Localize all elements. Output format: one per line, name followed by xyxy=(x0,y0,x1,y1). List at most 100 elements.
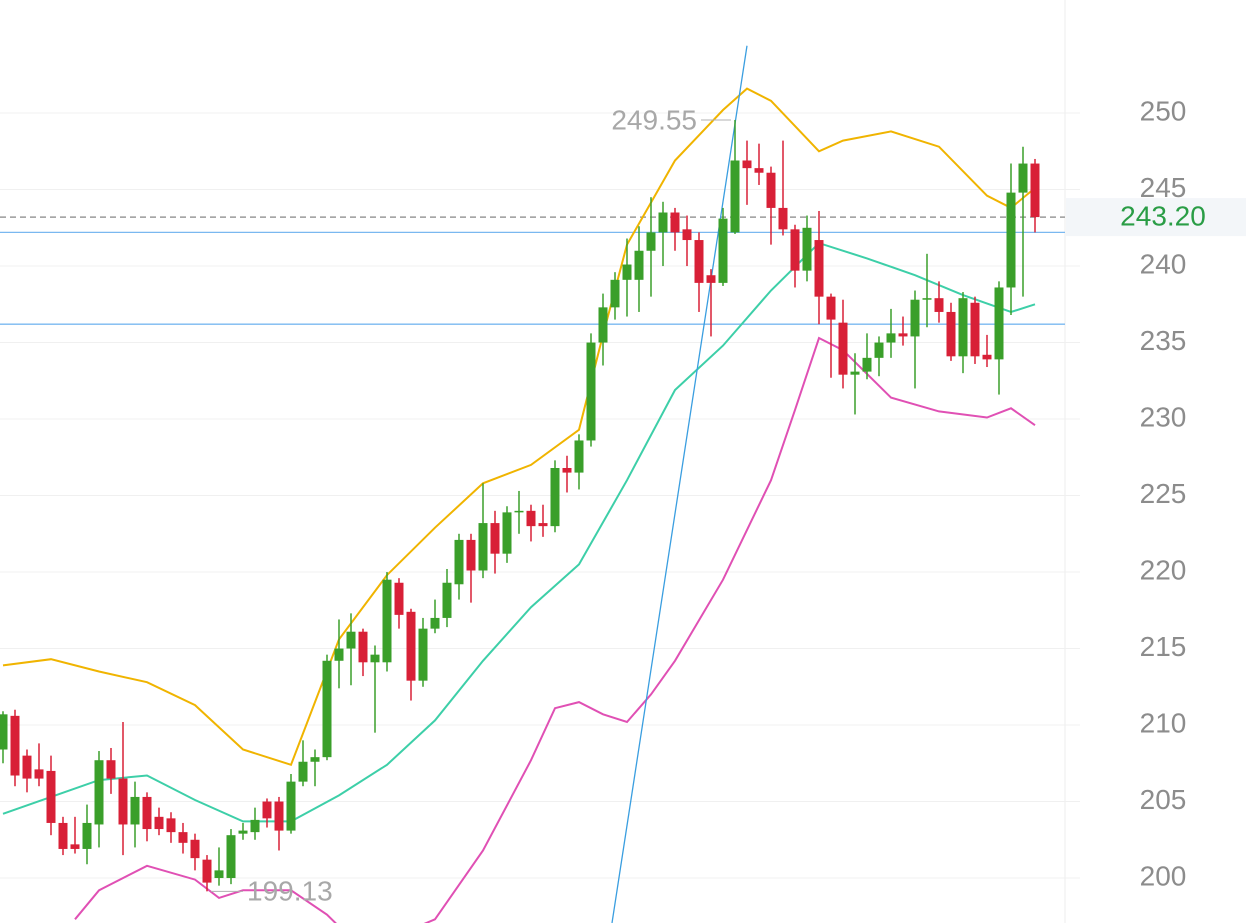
trend-line xyxy=(611,45,748,923)
candle-body xyxy=(1030,163,1040,218)
candle-body xyxy=(202,859,212,883)
candle-body xyxy=(574,440,584,473)
y-tick-label: 250 xyxy=(1140,95,1187,126)
candle-body xyxy=(166,818,176,833)
candle-body xyxy=(694,240,704,283)
candle-body xyxy=(514,510,524,513)
y-tick-label: 220 xyxy=(1140,554,1187,585)
candle-body xyxy=(394,582,404,615)
candle-body xyxy=(382,579,392,663)
candle-body xyxy=(334,648,344,661)
candle-body xyxy=(766,172,776,208)
candle-body xyxy=(0,714,8,750)
candle-body xyxy=(994,287,1004,360)
candle-body xyxy=(286,781,296,831)
candle-body xyxy=(58,822,68,849)
candle-body xyxy=(658,212,668,233)
candle-body xyxy=(238,830,248,834)
candle-body xyxy=(838,322,848,375)
candle-body xyxy=(922,298,932,300)
candle-body xyxy=(814,240,824,297)
candle-body xyxy=(1018,163,1028,193)
candle-body xyxy=(130,796,140,825)
candle-body xyxy=(874,342,884,358)
y-tick-label: 215 xyxy=(1140,631,1187,662)
max-label: 249.55 xyxy=(611,104,697,135)
candle-body xyxy=(478,523,488,571)
bands xyxy=(2,45,1036,923)
candle-body xyxy=(910,299,920,337)
candle-body xyxy=(886,333,896,343)
y-tick-label: 205 xyxy=(1140,784,1187,815)
candle-body xyxy=(34,769,44,779)
last-price-box xyxy=(1066,198,1246,237)
candle-body xyxy=(982,354,992,360)
candle-body xyxy=(718,218,728,283)
candle-body xyxy=(1006,192,1016,288)
candle-body xyxy=(850,371,860,375)
candle-body xyxy=(682,229,692,241)
band-line xyxy=(2,241,1036,823)
band-line xyxy=(74,336,1036,923)
candle-body xyxy=(730,160,740,233)
candle-body xyxy=(778,207,788,230)
y-tick-label: 245 xyxy=(1140,172,1187,203)
candle-body xyxy=(610,279,620,308)
candle-body xyxy=(526,510,536,527)
candle-body xyxy=(358,631,368,663)
candle-body xyxy=(466,539,476,571)
candle-body xyxy=(310,757,320,762)
candle-body xyxy=(454,539,464,585)
candle-body xyxy=(598,307,608,343)
candle-body xyxy=(646,232,656,251)
candle-body xyxy=(22,755,32,779)
candle-body xyxy=(970,302,980,357)
candle-body xyxy=(706,275,716,283)
candle-body xyxy=(958,298,968,357)
candle-body xyxy=(70,844,80,849)
candle-body xyxy=(562,468,572,473)
candle-body xyxy=(430,617,440,629)
candle-body xyxy=(178,832,188,843)
y-tick-label: 240 xyxy=(1140,248,1187,279)
candle-body xyxy=(46,770,56,823)
candle-body xyxy=(418,628,428,681)
candle-body xyxy=(502,512,512,554)
candle-body xyxy=(634,250,644,280)
candle-body xyxy=(538,523,548,527)
candle-body xyxy=(118,778,128,825)
candle-body xyxy=(622,264,632,280)
candle-body xyxy=(946,311,956,357)
candle-body xyxy=(790,229,800,271)
candle-body xyxy=(274,801,284,831)
candle-body xyxy=(154,816,164,830)
candle-body xyxy=(898,333,908,337)
candle-body xyxy=(754,168,764,173)
candle-body xyxy=(346,631,356,649)
candle-body xyxy=(826,296,836,320)
candle-body xyxy=(550,468,560,527)
candle-body xyxy=(190,839,200,859)
candle-body xyxy=(94,760,104,825)
min-label: 199.13 xyxy=(247,876,333,907)
y-tick-label: 210 xyxy=(1140,707,1187,738)
y-tick-label: 235 xyxy=(1140,325,1187,356)
candle-body xyxy=(226,835,236,879)
last-price-label: 243.20 xyxy=(1120,200,1206,231)
candle-body xyxy=(106,760,116,779)
candle-body xyxy=(262,801,272,819)
candle-body xyxy=(10,715,20,776)
candle-body xyxy=(862,357,872,372)
candle-body xyxy=(322,660,332,758)
candle-body xyxy=(442,582,452,618)
candle-body xyxy=(934,298,944,312)
y-tick-label: 230 xyxy=(1140,401,1187,432)
candle-body xyxy=(802,227,812,271)
candle-body xyxy=(142,796,152,830)
candle-body xyxy=(586,342,596,441)
candle-body xyxy=(370,654,380,663)
candle-body xyxy=(406,611,416,681)
y-tick-label: 225 xyxy=(1140,478,1187,509)
candle-body xyxy=(670,212,680,233)
